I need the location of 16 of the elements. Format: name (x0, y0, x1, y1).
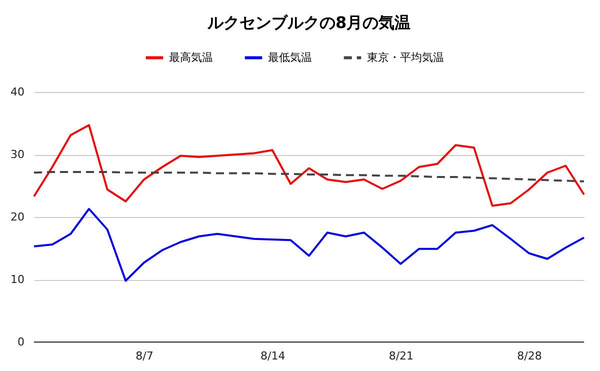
x-tick-label: 8/14 (260, 350, 286, 362)
x-tick-label: 8/21 (388, 350, 414, 362)
legend-label: 最高気温 (169, 50, 213, 64)
legend-label: 最低気温 (268, 50, 312, 64)
line-series (33, 171, 585, 182)
x-tick-label: 8/7 (136, 350, 154, 362)
chart-title: ルクセンブルクの8月の気温 (206, 13, 411, 32)
y-tick-label: 30 (10, 148, 24, 161)
y-tick-label: 40 (10, 86, 24, 98)
y-tick-label: 0 (18, 336, 24, 348)
x-tick-label: 8/28 (517, 350, 542, 362)
y-tick-label: 10 (10, 273, 24, 286)
line-series (33, 124, 585, 207)
legend-label: 東京・平均気温 (367, 50, 444, 64)
y-tick-label: 20 (10, 210, 24, 224)
line-series (33, 208, 585, 282)
